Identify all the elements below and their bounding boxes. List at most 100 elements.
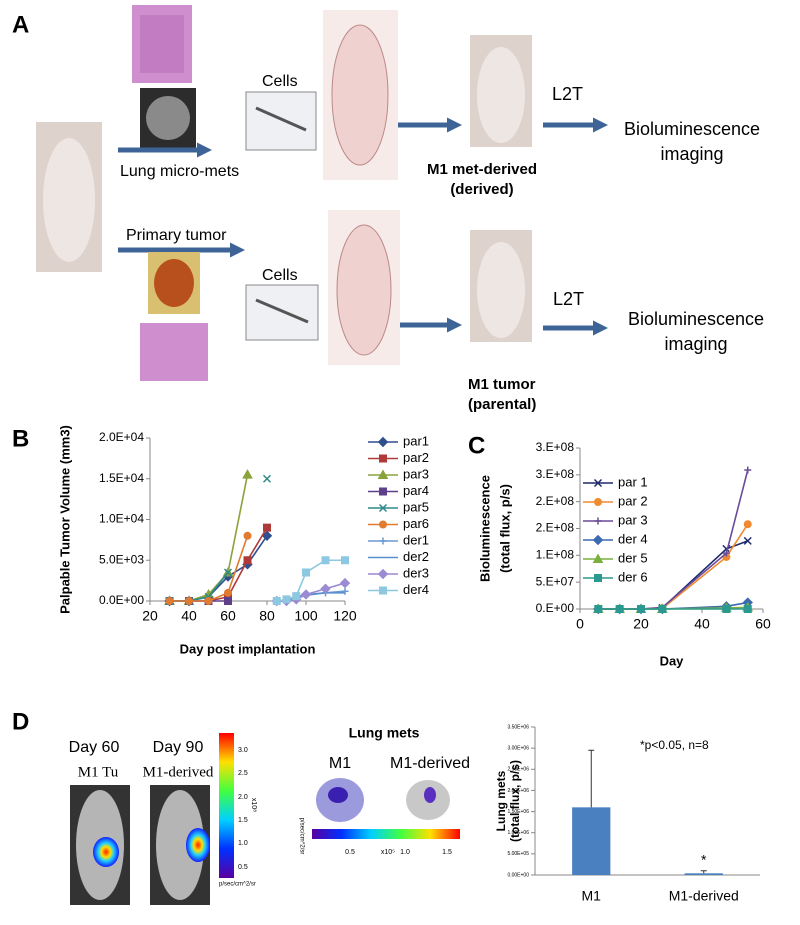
legend-marker: [592, 534, 604, 546]
legend-marker: [379, 586, 387, 595]
y-tick-label: 1.50E+06: [507, 809, 529, 815]
legend-marker: [592, 553, 604, 563]
data-point: [282, 595, 291, 604]
anatomy-drawing: [323, 10, 398, 180]
legend-marker: [379, 537, 387, 545]
x-tick-label: 60: [755, 616, 771, 632]
x-tick-label: 0: [576, 616, 584, 632]
y-axis-title: Lung mets: [494, 770, 508, 831]
x-tick-label: 40: [181, 608, 197, 624]
data-point: [242, 469, 253, 479]
data-point: [594, 605, 603, 613]
legend-label: der 6: [618, 569, 648, 584]
image-label: Day 90: [153, 739, 204, 756]
x-tick-label: 60: [220, 608, 236, 624]
histology-image: [132, 5, 192, 83]
colorbar-tick: 1.5: [442, 849, 452, 856]
histology-image: [140, 323, 208, 381]
data-point: [300, 589, 312, 600]
colorbar-tick: 2.5: [238, 770, 248, 777]
syringe-image: [245, 91, 317, 151]
annotation: *p<0.05, n=8: [640, 738, 709, 752]
tumor-image: [148, 252, 200, 314]
x-tick-label: 20: [633, 616, 649, 632]
dish-image: [140, 88, 196, 148]
data-point: [743, 536, 752, 545]
data-point: [743, 520, 752, 529]
y-tick-label: 1.E+08: [536, 548, 575, 562]
data-point: [263, 523, 271, 532]
step-label: L2T: [552, 84, 583, 104]
lung-image: [402, 778, 457, 823]
legend-marker: [377, 469, 389, 479]
significance-mark: *: [701, 851, 707, 867]
colorbar-tick: 0.5: [345, 849, 355, 856]
error-bar: [588, 749, 595, 808]
panel-label: A: [12, 11, 29, 38]
y-tick-label: 2.E+08: [536, 521, 575, 535]
legend-label: der3: [403, 565, 429, 580]
image-label: M1 Tu: [78, 764, 119, 780]
image-label: M1: [329, 755, 351, 772]
group-label: (derived): [450, 181, 513, 198]
mouse-photo: [36, 122, 102, 272]
colorbar-tick: 1.0: [400, 849, 410, 856]
legend-marker: [379, 520, 387, 529]
y-tick-label: 3.E+08: [536, 467, 575, 481]
x-axis-title: Day: [660, 653, 685, 668]
x-tick-label: M1: [582, 888, 602, 904]
y-axis-title: (total flux, p/s): [497, 484, 512, 573]
colorbar-tick: 3.0: [238, 747, 248, 754]
cells-label: Cells: [262, 73, 298, 90]
bar: [572, 807, 611, 875]
y-tick-label: 2.0E+04: [99, 430, 144, 444]
x-axis-title: Day post implantation: [180, 641, 316, 656]
y-tick-label: 0.00E+00: [507, 872, 529, 878]
data-point: [637, 605, 645, 613]
data-point: [224, 597, 232, 605]
data-point: [341, 556, 349, 565]
y-tick-label: 0.E+00: [536, 601, 575, 615]
y-tick-label: 2.E+08: [536, 494, 575, 508]
data-point: [722, 605, 731, 613]
cells-label: Cells: [262, 267, 298, 284]
y-axis-title: (total flux, p/s): [508, 760, 522, 842]
data-point: [744, 466, 752, 474]
output-label: Bioluminescence: [624, 119, 760, 139]
x-tick-label: 80: [259, 608, 275, 624]
output-label: imaging: [660, 144, 723, 164]
colorbar-tick: 2.0: [238, 794, 248, 801]
data-point: [615, 605, 624, 613]
data-point: [243, 531, 252, 540]
data-point: [243, 556, 252, 565]
legend-label: par3: [403, 466, 429, 481]
mouse-photo: [470, 35, 532, 147]
data-point: [165, 597, 174, 605]
data-point: [339, 577, 351, 589]
colorbar-tick: 1.0: [238, 840, 248, 847]
colorbar-tick: 1.5: [238, 817, 248, 824]
data-point: [302, 568, 310, 577]
colorbar-unit: x10⁵: [381, 849, 395, 856]
data-point: [185, 597, 193, 605]
y-tick-label: 5.00E+05: [507, 851, 529, 857]
legend-label: par 1: [618, 474, 648, 489]
legend-label: par2: [403, 450, 429, 465]
data-point: [223, 568, 233, 577]
legend-label: der 5: [618, 550, 648, 565]
y-tick-label: 1.00E+06: [507, 830, 529, 836]
image-title: Lung mets: [349, 725, 420, 741]
legend-label: par4: [403, 483, 429, 498]
colorbar: [312, 829, 460, 839]
legend-label: der1: [403, 532, 429, 547]
data-point: [321, 556, 330, 565]
step-label: L2T: [553, 289, 584, 309]
data-point: [743, 605, 752, 613]
data-point: [272, 597, 281, 605]
legend-label: par5: [403, 499, 429, 514]
y-tick-label: 2.00E+06: [507, 788, 529, 794]
legend-label: der 4: [618, 531, 648, 546]
data-point: [292, 592, 301, 601]
image-label: M1-derived: [143, 764, 214, 780]
legend-label: par6: [403, 516, 429, 531]
